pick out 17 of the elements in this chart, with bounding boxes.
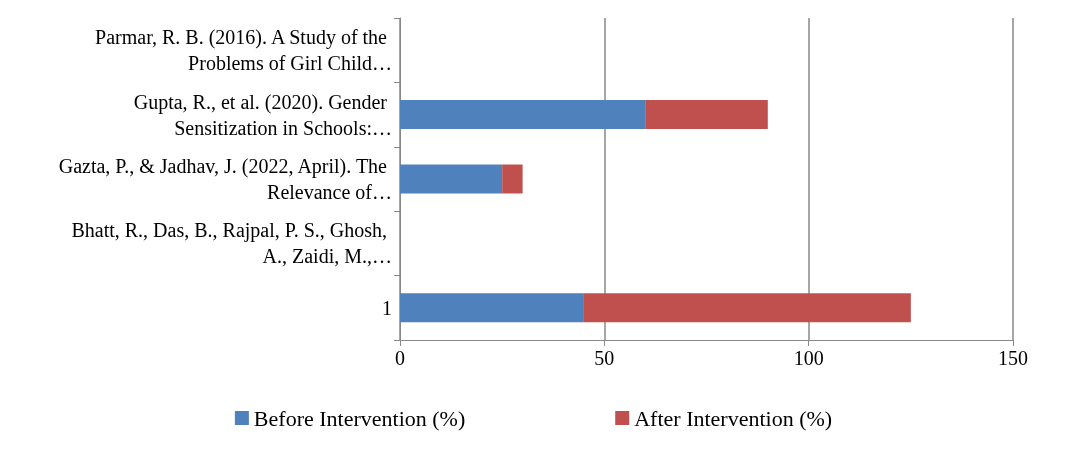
legend-label: Before Intervention (%) xyxy=(253,405,466,431)
bar xyxy=(400,293,584,323)
x-tick-label: 100 xyxy=(793,347,824,369)
bar xyxy=(583,293,911,323)
bar xyxy=(400,100,646,130)
y-tick-label: Bhatt, R., Das, B., Rajpal, P. S., Ghosh, A., Zaidi, M.,… xyxy=(71,219,392,268)
x-tick-label: 50 xyxy=(594,347,615,369)
y-tick-label: Parmar, R. B. (2016). A Study of the Problems of Girl Child… xyxy=(95,26,392,75)
bar xyxy=(645,100,768,130)
x-tick-label: 150 xyxy=(998,347,1028,369)
y-tick-label: Gupta, R., et al. (2020). Gender Sensitization in Schools:… xyxy=(133,90,392,139)
x-tick-label: 0 xyxy=(395,347,405,369)
bar xyxy=(502,164,523,194)
bar xyxy=(400,164,503,194)
y-tick-label: 1 xyxy=(382,296,392,319)
y-tick-label: Gazta, P., & Jadhav, J. (2022, April). The Relevance of… xyxy=(58,155,392,203)
legend-label: After Intervention (%) xyxy=(634,405,833,431)
